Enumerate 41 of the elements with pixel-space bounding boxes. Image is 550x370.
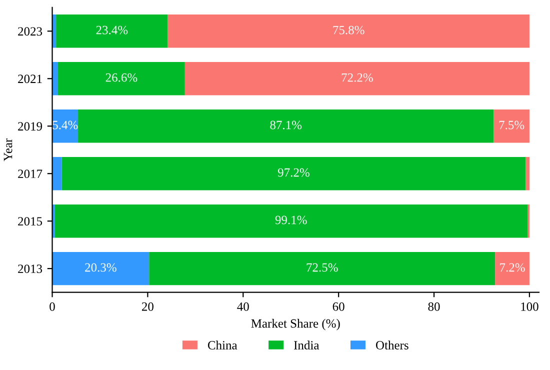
bar <box>52 252 150 286</box>
y-tick-label: 2017 <box>18 170 42 178</box>
data-label: 26.6% <box>106 73 138 82</box>
bar <box>149 252 496 286</box>
bar <box>52 156 62 190</box>
data-label: 87.1% <box>270 120 302 130</box>
x-axis-title: Market Share (%) <box>251 318 340 330</box>
bar <box>184 62 530 96</box>
bar <box>494 109 530 143</box>
x-tick-label: 20 <box>142 302 154 311</box>
data-label: 99.1% <box>275 216 307 224</box>
bar <box>54 204 528 238</box>
bar <box>526 156 530 190</box>
bar <box>58 62 185 96</box>
bar <box>168 14 530 48</box>
y-tick-label: 2023 <box>18 27 42 36</box>
data-label: 72.2% <box>342 73 373 82</box>
y-tick-label: 2019 <box>18 122 42 131</box>
x-tick-label: 0 <box>50 302 55 311</box>
data-label: 7.2% <box>500 263 525 272</box>
bar <box>495 252 530 286</box>
data-label: 72.5% <box>306 263 338 272</box>
x-tick-label: 100 <box>521 302 538 311</box>
legend-label: Others <box>376 340 408 350</box>
data-label: 7.5% <box>499 120 524 130</box>
bar <box>62 156 526 190</box>
data-label: 75.8% <box>333 26 364 34</box>
y-tick-label: 2021 <box>18 74 42 84</box>
bar <box>78 109 494 143</box>
x-tick-label: 80 <box>428 302 440 311</box>
legend-label: China <box>208 340 238 350</box>
y-axis-title: Year <box>4 138 12 162</box>
y-tick-label: 2013 <box>18 264 42 274</box>
legend-label: India <box>294 340 320 350</box>
data-label: 23.4% <box>96 26 128 34</box>
data-label: 97.2% <box>278 168 310 177</box>
x-tick-label: 60 <box>332 302 344 311</box>
y-tick-label: 2015 <box>18 217 42 226</box>
x-tick-label: 40 <box>237 302 249 311</box>
bar <box>56 14 168 48</box>
data-label: 20.3% <box>85 263 116 272</box>
